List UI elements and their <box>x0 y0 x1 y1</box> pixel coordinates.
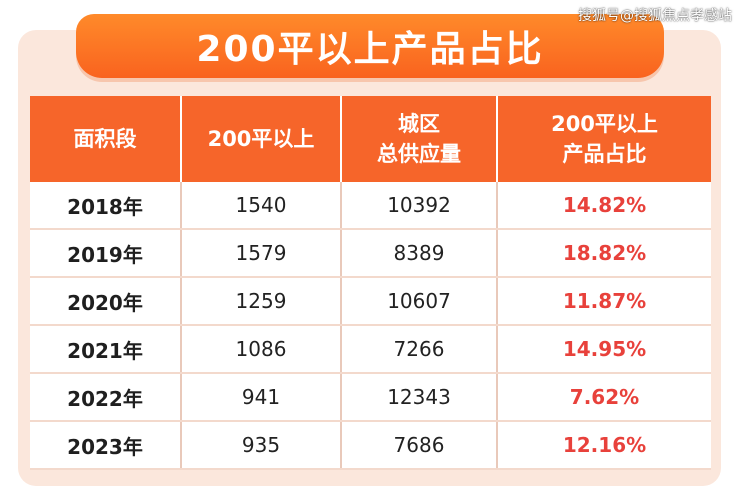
cell-share: 14.95% <box>497 325 711 374</box>
cell-total-supply: 7266 <box>341 325 498 374</box>
header-area-range: 面积段 <box>30 96 182 182</box>
data-table: 面积段 200平以上 城区 总供应量 200平以上 产品占比 2018年 154… <box>30 96 711 470</box>
cell-year: 2021年 <box>30 325 182 374</box>
header-over-200: 200平以上 <box>181 96 342 182</box>
cell-total-supply: 12343 <box>341 373 498 422</box>
header-total-supply: 城区 总供应量 <box>341 96 498 182</box>
header-share: 200平以上 产品占比 <box>497 96 711 182</box>
table-row: 2021年 1086 7266 14.95% <box>30 325 711 374</box>
cell-year: 2019年 <box>30 229 182 278</box>
table-row: 2023年 935 7686 12.16% <box>30 421 711 470</box>
table-row: 2018年 1540 10392 14.82% <box>30 182 711 230</box>
title-banner: 200平以上产品占比 <box>76 14 664 78</box>
cell-share: 11.87% <box>497 277 711 326</box>
cell-share: 14.82% <box>497 182 711 230</box>
cell-share: 18.82% <box>497 229 711 278</box>
cell-total-supply: 10607 <box>341 277 498 326</box>
cell-year: 2023年 <box>30 421 182 470</box>
cell-over-200: 1579 <box>181 229 342 278</box>
cell-total-supply: 7686 <box>341 421 498 470</box>
cell-over-200: 1086 <box>181 325 342 374</box>
cell-year: 2022年 <box>30 373 182 422</box>
cell-year: 2018年 <box>30 182 182 230</box>
cell-total-supply: 10392 <box>341 182 498 230</box>
cell-share: 12.16% <box>497 421 711 470</box>
cell-over-200: 1259 <box>181 277 342 326</box>
cell-share: 7.62% <box>497 373 711 422</box>
cell-over-200: 935 <box>181 421 342 470</box>
header-row: 面积段 200平以上 城区 总供应量 200平以上 产品占比 <box>30 96 711 182</box>
page-title: 200平以上产品占比 <box>196 29 544 70</box>
cell-over-200: 1540 <box>181 182 342 230</box>
cell-year: 2020年 <box>30 277 182 326</box>
cell-over-200: 941 <box>181 373 342 422</box>
cell-total-supply: 8389 <box>341 229 498 278</box>
table-row: 2020年 1259 10607 11.87% <box>30 277 711 326</box>
table-row: 2019年 1579 8389 18.82% <box>30 229 711 278</box>
table-row: 2022年 941 12343 7.62% <box>30 373 711 422</box>
watermark: 搜狐号@搜狐焦点孝感站 <box>578 8 732 24</box>
